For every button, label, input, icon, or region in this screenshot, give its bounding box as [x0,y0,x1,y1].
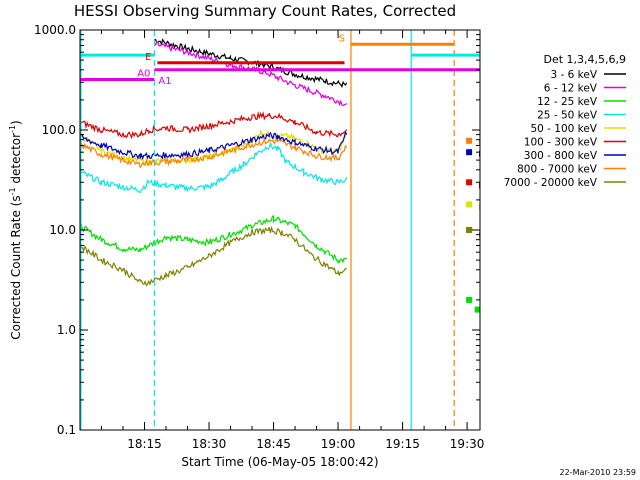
y-axis-label: Corrected Count Rate (s-1 detector-1) [8,120,23,339]
series-line [80,225,347,287]
legend-label: 100 - 300 keV [524,137,598,149]
y-axis: 0.1 1.0 10.0 100.0 1000.0 [34,23,480,437]
x-tick-label: 19:15 [385,437,420,451]
post-eclipse-mark [474,306,480,313]
series-line [80,137,348,168]
series-line [80,141,348,194]
annotation-label: A0 [137,68,150,79]
post-eclipse-mark [466,179,473,186]
series-1 [153,41,348,107]
x-tick-label: 18:45 [256,437,291,451]
legend-label: 50 - 100 keV [530,123,597,135]
x-axis-label: Start Time (06-May-05 18:00:42) [181,455,378,469]
footer-date: 22-Mar-2010 23:59 [560,468,637,477]
y-tick-label: 10.0 [49,223,76,237]
legend-label: 800 - 7000 keV [517,164,598,176]
series-4 [80,129,480,210]
x-axis: 18:15 18:30 18:45 19:00 19:15 19:30 [79,30,485,451]
legend-title: Det 1,3,4,5,6,9 [543,53,626,66]
series-2 [80,214,480,313]
annotation-label: A1 [158,76,171,87]
post-eclipse-mark [466,137,473,144]
annotation-label: S [339,33,345,44]
legend-label: 3 - 6 keV [550,69,597,81]
x-tick-label: 19:00 [321,437,356,451]
series-5 [80,111,480,189]
y-tick-label: 100.0 [42,123,76,137]
y-tick-label: 0.1 [57,423,76,437]
series-line [80,214,348,264]
series-line [80,129,348,166]
x-tick-label: 19:30 [450,437,485,451]
x-tick-label: 18:30 [192,437,227,451]
plot-frame [79,29,481,431]
legend-label: 25 - 50 keV [537,110,598,122]
legend-label: 6 - 12 keV [544,83,598,95]
post-eclipse-mark [466,227,473,233]
post-eclipse-mark [466,201,473,208]
post-eclipse-mark [466,149,473,156]
series-8 [80,225,480,287]
series-line [80,111,348,140]
series-layer [80,30,480,430]
x-tick-label: 18:15 [127,437,162,451]
series-line [153,41,348,107]
annotation-label: E [145,52,151,63]
legend-label: 7000 - 20000 keV [504,177,598,189]
post-eclipse-mark [466,296,473,303]
chart-title: HESSI Observing Summary Count Rates, Cor… [74,2,456,20]
y-tick-label: 1000.0 [34,23,76,37]
legend-label: 300 - 800 keV [524,150,598,162]
legend-label: 12 - 25 keV [537,96,598,108]
y-tick-label: 1.0 [57,323,76,337]
series-line [80,130,348,161]
